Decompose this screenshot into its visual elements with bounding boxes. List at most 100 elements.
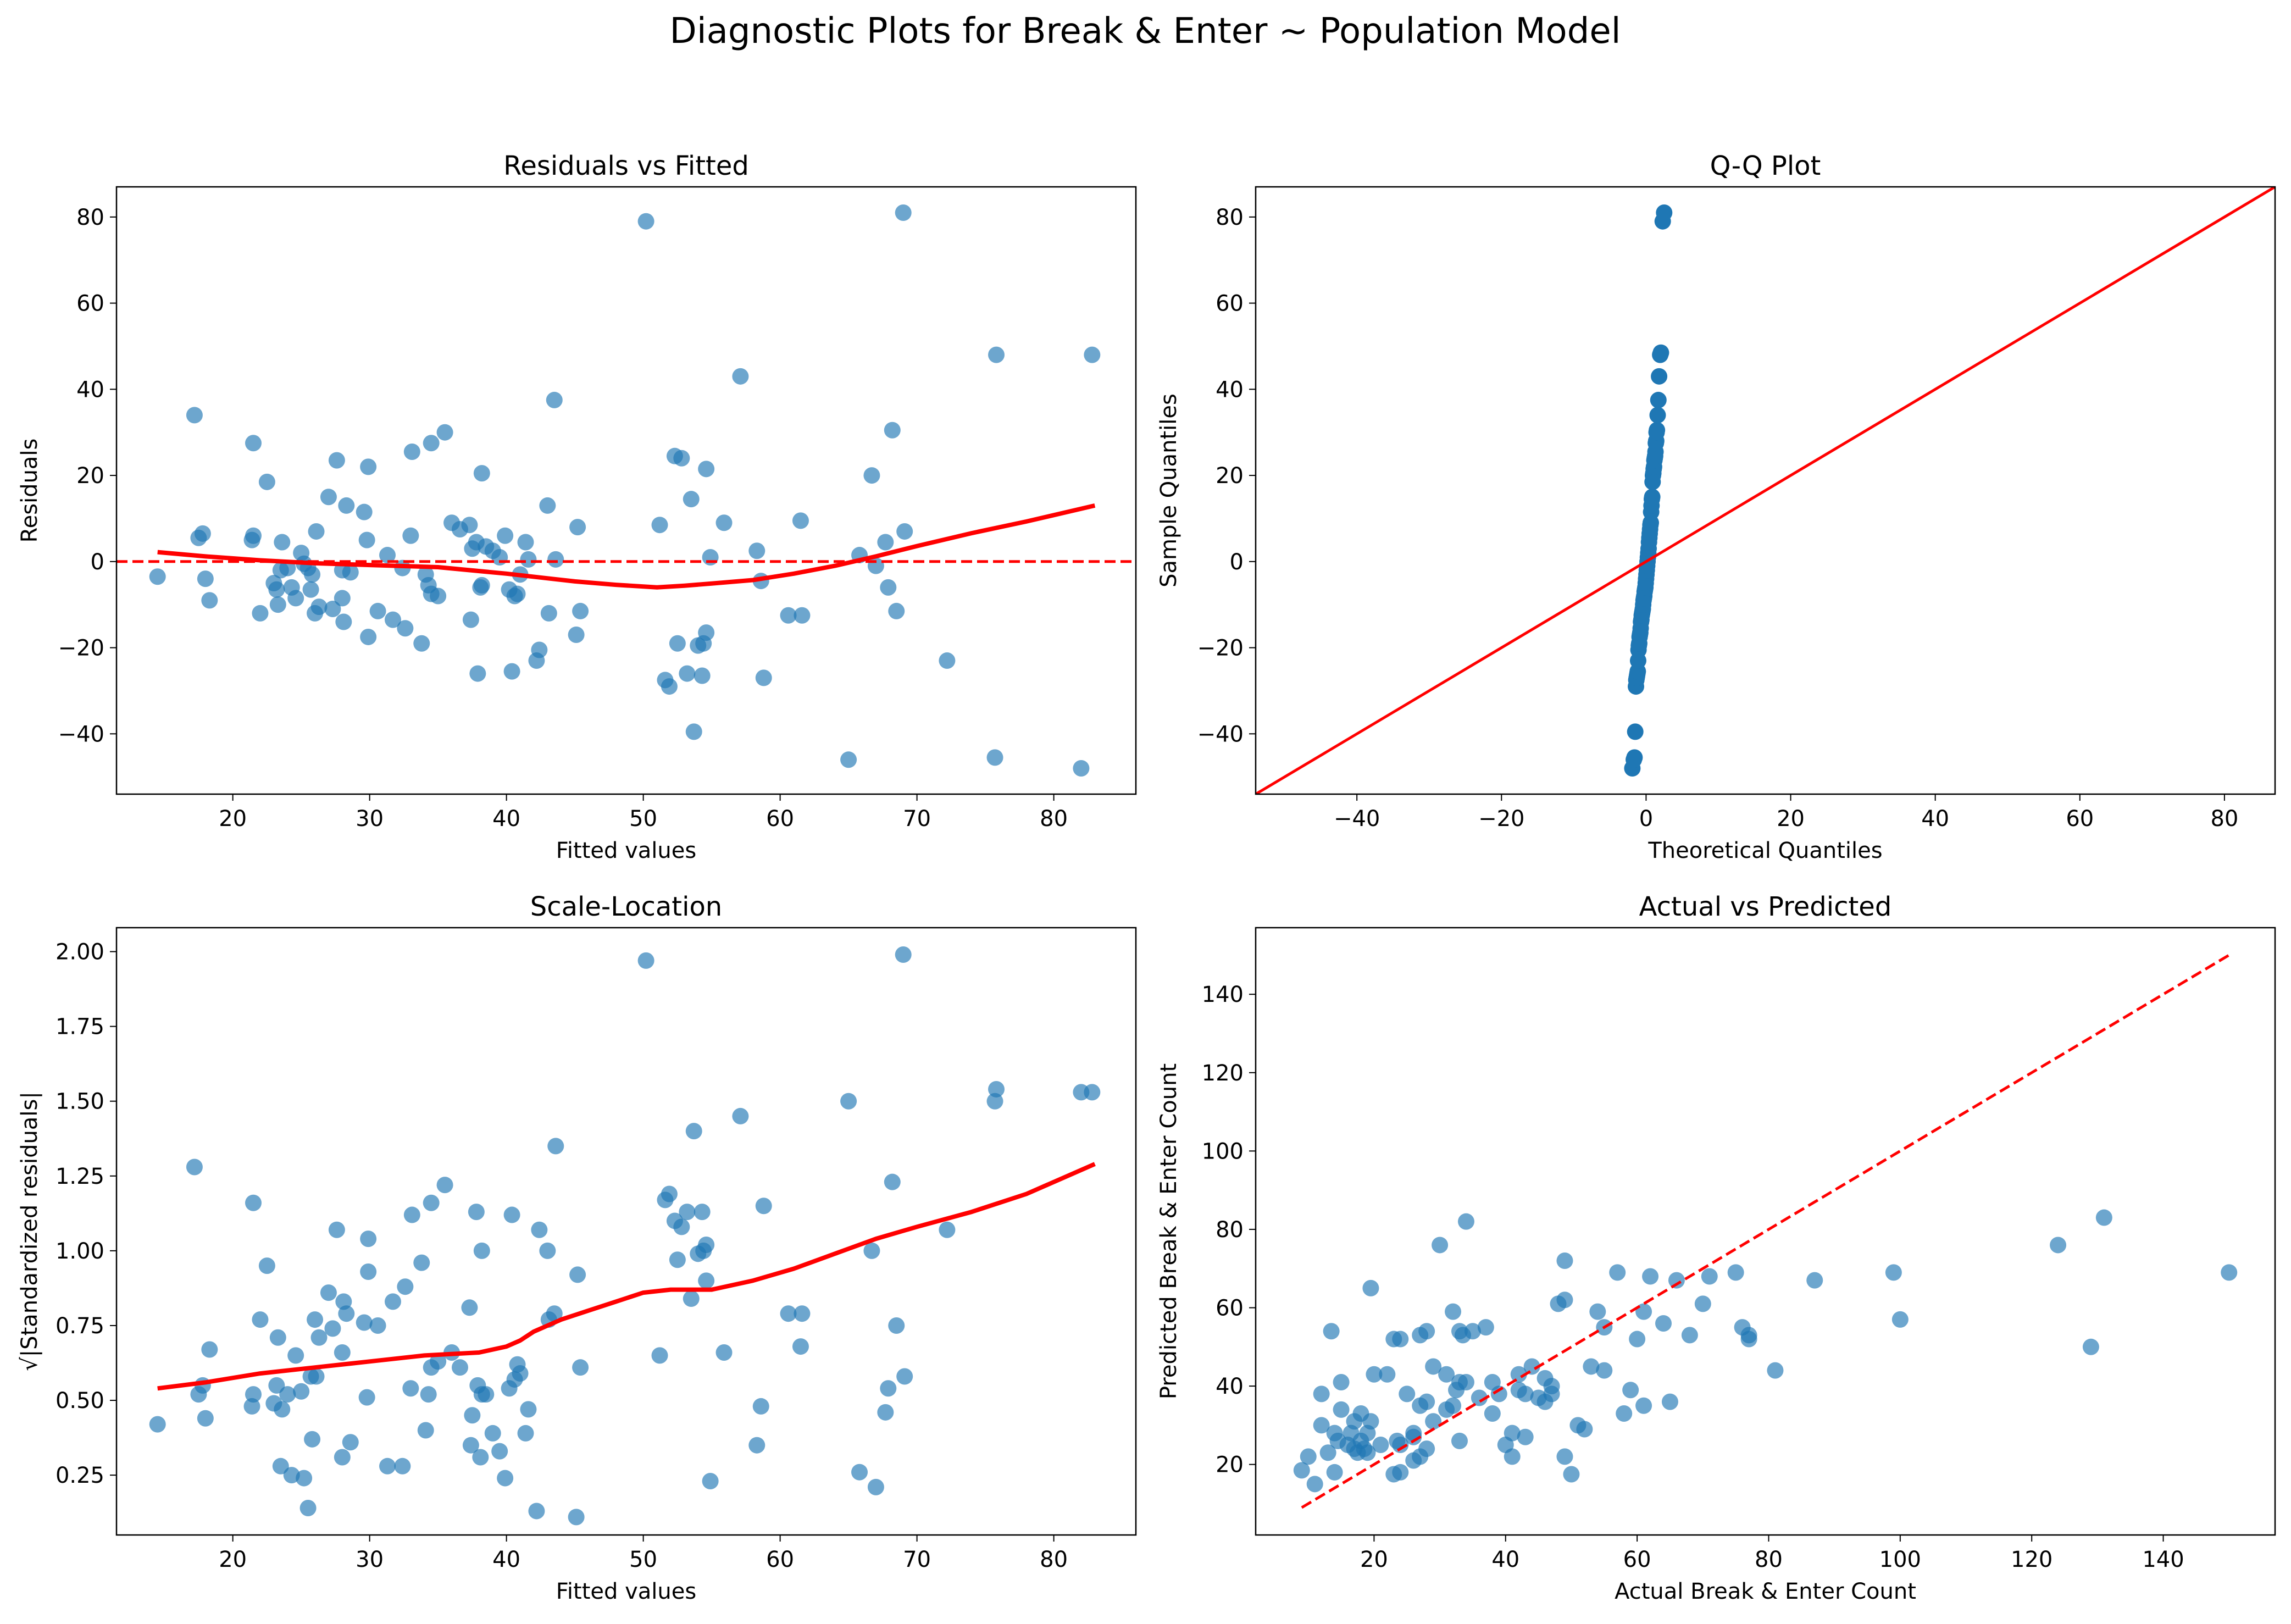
avp-data-point [1806,1272,1823,1289]
qq-y-tick-label: 0 [1230,550,1244,575]
scale-data-point [430,1353,447,1370]
avp-x-tick-label: 140 [2142,1547,2184,1572]
avp-data-point [1362,1413,1379,1430]
scale-data-point [451,1359,468,1376]
resid-x-tick-label: 20 [219,806,247,832]
scale-data-point [478,1386,495,1403]
avp-data-point [2082,1338,2099,1355]
scale-data-point [520,1401,537,1418]
resid-data-point [1084,346,1101,363]
resid-axes-frame [115,186,1137,795]
avp-data-point [1293,1462,1310,1479]
resid-data-point [531,641,548,658]
avp-y-tick-label: 120 [1202,1061,1244,1086]
scale-plot-area [149,946,1101,1526]
scale-data-point [572,1359,589,1376]
resid-title: Residuals vs Fitted [503,151,749,181]
avp-data-point [1425,1358,1442,1375]
qq-data-point [1649,407,1666,424]
scale-data-point [986,1093,1003,1110]
scale-data-point [669,1251,686,1268]
resid-data-point [302,581,319,598]
resid-data-point [308,523,325,540]
avp-data-point [1556,1292,1573,1309]
scale-data-point [420,1386,437,1403]
resid-data-point [328,452,345,469]
resid-data-point [540,605,557,622]
scale-data-point [279,1386,296,1403]
resid-data-point [685,723,702,740]
resid-data-point [423,435,440,452]
scale-data-point [402,1380,419,1397]
avp-data-point [1445,1303,1462,1320]
resid-data-point [274,534,291,551]
resid-data-point [245,527,262,544]
scale-data-point [472,1449,489,1466]
qq-title: Q-Q Plot [1710,151,1821,181]
resid-data-point [197,570,214,587]
scale-data-point [201,1341,218,1358]
qq-x-tick-label: 40 [1921,806,1949,832]
resid-data-point [497,527,514,544]
resid-data-point [877,534,894,551]
resid-data-point [413,635,430,652]
scale-data-point [320,1284,337,1301]
resid-data-point [546,391,563,408]
resid-data-point [698,461,715,478]
scale-data-point [328,1221,345,1238]
resid-data-point [651,517,668,534]
scale-data-point [384,1293,401,1310]
avp-data-point [1333,1373,1350,1390]
avp-x-tick-label: 80 [1755,1547,1783,1572]
resid-data-point [755,669,772,686]
scale-y-tick-label: 1.75 [56,1015,104,1040]
avp-data-point [1457,1373,1474,1390]
avp-data-point [1438,1366,1455,1383]
resid-data-point [402,527,419,544]
resid-data-point [503,663,520,680]
avp-data-point [1556,1448,1573,1465]
scale-data-point [863,1242,880,1259]
scale-data-point [342,1434,359,1451]
resid-x-tick-label: 70 [903,806,931,832]
scale-data-point [338,1305,355,1322]
avp-data-point [1457,1213,1474,1230]
resid-data-point [792,512,809,529]
qq-y-tick-label: −20 [1197,636,1244,661]
qq-data-point [1649,422,1666,439]
scale-data-point [732,1107,749,1124]
scale-data-point [698,1236,715,1253]
resid-data-point [269,596,286,613]
qq-y-tick-label: 40 [1216,377,1244,402]
scale-data-point [369,1317,386,1334]
scale-data-point [269,1329,286,1346]
resid-data-point [517,534,534,551]
resid-data-point [379,547,396,564]
scale-x-tick-label: 30 [356,1547,384,1572]
scale-data-point [397,1278,414,1295]
resid-data-point [568,627,585,644]
avp-data-point [1701,1268,1718,1285]
resid-data-point [358,531,375,548]
resid-data-point [888,602,905,619]
scale-data-point [546,1305,563,1322]
avp-data-point [1655,1315,1672,1332]
scale-data-point [360,1231,377,1248]
avp-y-axis-label: Predicted Break & Enter Count [1156,1063,1181,1399]
qq-data-point [1652,344,1669,361]
resid-data-point [436,424,453,441]
resid-data-point [430,587,447,605]
avp-data-point [1668,1272,1685,1289]
scale-y-tick-label: 0.25 [56,1463,104,1488]
scale-data-point [461,1299,478,1316]
avp-data-point [1432,1237,1449,1254]
scale-data-point [888,1317,905,1334]
avp-data-point [1661,1393,1678,1410]
resid-y-tick-label: 0 [91,550,104,575]
avp-data-point [1543,1385,1560,1403]
avp-data-point [1517,1385,1534,1403]
scale-data-point [356,1314,373,1331]
qq-x-tick-label: −20 [1478,806,1524,832]
avp-reference-line [1301,954,2230,1509]
scale-data-point [304,1431,321,1448]
